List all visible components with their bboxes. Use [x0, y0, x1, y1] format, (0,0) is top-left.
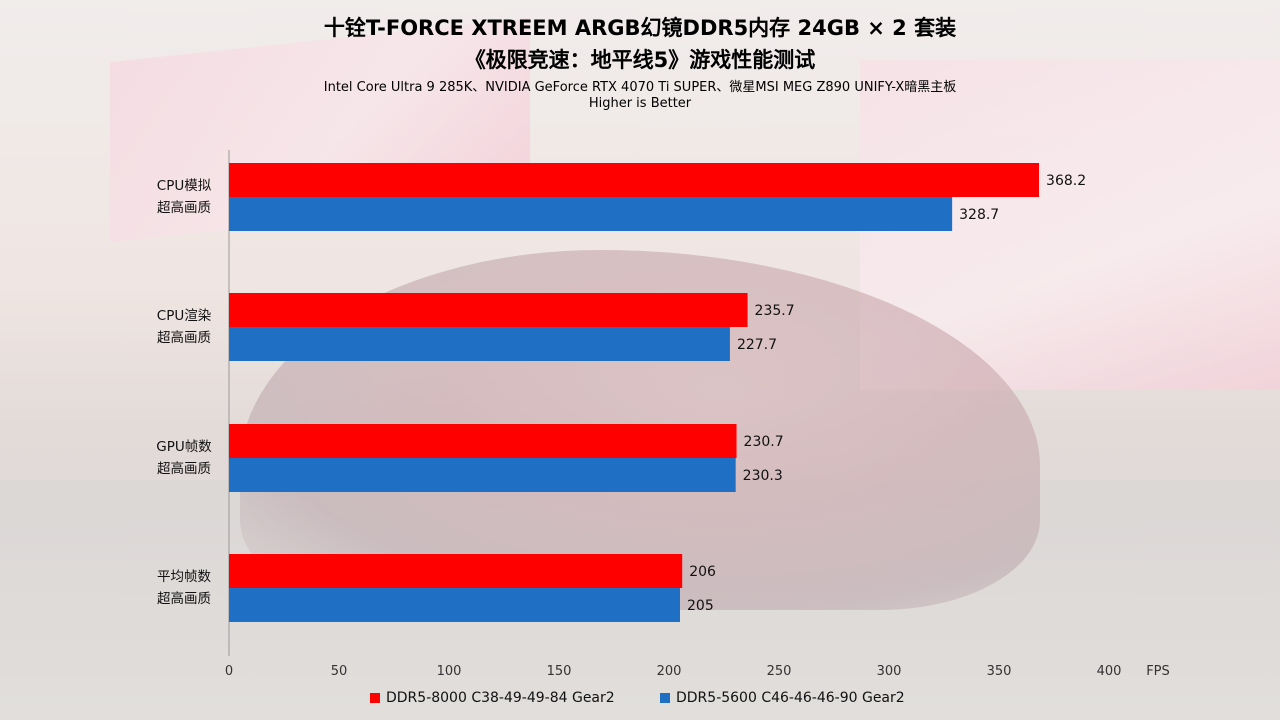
bar-series-2-cat-2: [229, 327, 730, 361]
bar-value-label-series-1-cat-4: 206: [689, 564, 716, 580]
category-label-1: CPU模拟超高画质: [139, 175, 229, 219]
bar-series-2-cat-3: [229, 458, 736, 492]
bar-value-label-series-2-cat-2: 227.7: [737, 337, 777, 353]
chart-subtitle-system: Intel Core Ultra 9 285K、NVIDIA GeForce R…: [323, 80, 957, 95]
category-label-line2: 超高画质: [157, 200, 211, 216]
x-tick-label-200: 200: [657, 664, 682, 679]
legend-item-series-2: DDR5-5600 C46-46-46-90 Gear2: [660, 690, 905, 706]
bar-value-label-series-1-cat-2: 235.7: [755, 303, 795, 319]
x-axis-label: FPS: [1146, 664, 1170, 679]
x-tick-label-0: 0: [225, 664, 233, 679]
category-label-line1: CPU渲染: [156, 308, 212, 324]
legend-label-series-2: DDR5-5600 C46-46-46-90 Gear2: [676, 690, 905, 706]
bar-value-label-series-2-cat-1: 328.7: [959, 207, 999, 223]
bar-series-2-cat-4: [229, 588, 680, 622]
chart-subtitle-note: Higher is Better: [588, 96, 692, 111]
bar-series-1-cat-4: [229, 554, 683, 588]
x-tick-label-50: 50: [331, 664, 348, 679]
bar-series-2-cat-1: [229, 197, 953, 231]
legend-item-series-1: DDR5-8000 C38-49-49-84 Gear2: [370, 690, 615, 706]
x-tick-label-300: 300: [877, 664, 902, 679]
category-label-line2: 超高画质: [157, 330, 211, 346]
category-label-4: 平均帧数 超高画质: [139, 566, 229, 610]
legend: DDR5-8000 C38-49-49-84 Gear2 DDR5-5600 C…: [0, 690, 1280, 712]
bar-series-1-cat-3: [229, 424, 737, 458]
bar-value-label-series-1-cat-3: 230.7: [744, 434, 784, 450]
bar-series-1-cat-2: [229, 293, 748, 327]
chart-title-game: 《极限竞速：地平线5》游戏性能测试: [464, 48, 816, 72]
category-label-2: CPU渲染超高画质: [139, 305, 229, 349]
category-label-line1: GPU帧数: [156, 439, 212, 455]
legend-swatch-series-1: [370, 693, 380, 703]
x-tick-label-400: 400: [1097, 664, 1122, 679]
x-tick-label-250: 250: [767, 664, 792, 679]
chart-title: 十铨T-FORCE XTREEM ARGB幻镜DDR5内存 24GB × 2 套…: [323, 16, 957, 40]
legend-swatch-series-2: [660, 693, 670, 703]
bar-value-label-series-1-cat-1: 368.2: [1046, 173, 1086, 189]
x-tick-label-150: 150: [547, 664, 572, 679]
bar-series-1-cat-1: [229, 163, 1040, 197]
bar-value-label-series-2-cat-4: 205: [687, 598, 714, 614]
category-label-line1: CPU模拟: [156, 178, 212, 194]
category-label-line2: 超高画质: [157, 461, 211, 477]
legend-label-series-1: DDR5-8000 C38-49-49-84 Gear2: [386, 690, 615, 706]
x-tick-label-350: 350: [987, 664, 1012, 679]
category-label-line1: 平均帧数: [157, 569, 211, 585]
category-label-line2: 超高画质: [157, 591, 211, 607]
x-tick-label-100: 100: [437, 664, 462, 679]
category-label-3: GPU帧数超高画质: [139, 436, 229, 480]
bar-value-label-series-2-cat-3: 230.3: [743, 468, 783, 484]
